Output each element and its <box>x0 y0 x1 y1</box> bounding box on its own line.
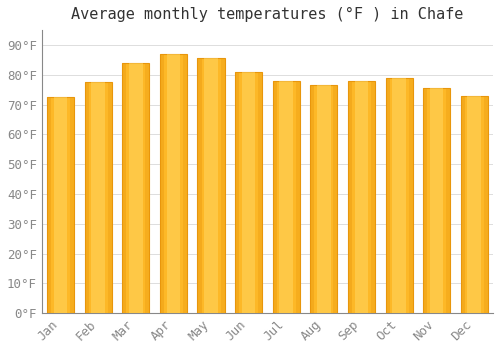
Bar <box>310 85 338 313</box>
Bar <box>47 97 74 313</box>
Bar <box>348 81 375 313</box>
Bar <box>354 81 368 313</box>
Bar <box>84 82 88 313</box>
Bar <box>129 63 142 313</box>
Bar <box>446 88 450 313</box>
Bar <box>183 54 187 313</box>
Bar <box>198 58 224 313</box>
Bar <box>317 85 330 313</box>
Bar <box>296 81 300 313</box>
Bar <box>468 96 481 313</box>
Bar <box>47 97 51 313</box>
Bar <box>122 63 150 313</box>
Bar <box>310 85 314 313</box>
Bar <box>92 82 105 313</box>
Bar <box>204 58 218 313</box>
Bar <box>235 72 262 313</box>
Bar <box>460 96 465 313</box>
Title: Average monthly temperatures (°F ) in Chafe: Average monthly temperatures (°F ) in Ch… <box>71 7 464 22</box>
Bar <box>54 97 68 313</box>
Bar <box>272 81 277 313</box>
Bar <box>242 72 256 313</box>
Bar <box>84 82 112 313</box>
Bar <box>408 78 412 313</box>
Bar <box>348 81 352 313</box>
Bar <box>371 81 375 313</box>
Bar <box>430 88 444 313</box>
Bar <box>334 85 338 313</box>
Bar <box>70 97 74 313</box>
Bar <box>423 88 427 313</box>
Bar <box>280 81 293 313</box>
Bar <box>258 72 262 313</box>
Bar <box>484 96 488 313</box>
Bar <box>423 88 450 313</box>
Bar <box>392 78 406 313</box>
Bar <box>122 63 126 313</box>
Bar <box>160 54 187 313</box>
Bar <box>160 54 164 313</box>
Bar <box>386 78 412 313</box>
Bar <box>235 72 239 313</box>
Bar <box>166 54 180 313</box>
Bar <box>220 58 224 313</box>
Bar <box>386 78 390 313</box>
Bar <box>460 96 488 313</box>
Bar <box>198 58 202 313</box>
Bar <box>146 63 150 313</box>
Bar <box>108 82 112 313</box>
Bar <box>272 81 300 313</box>
